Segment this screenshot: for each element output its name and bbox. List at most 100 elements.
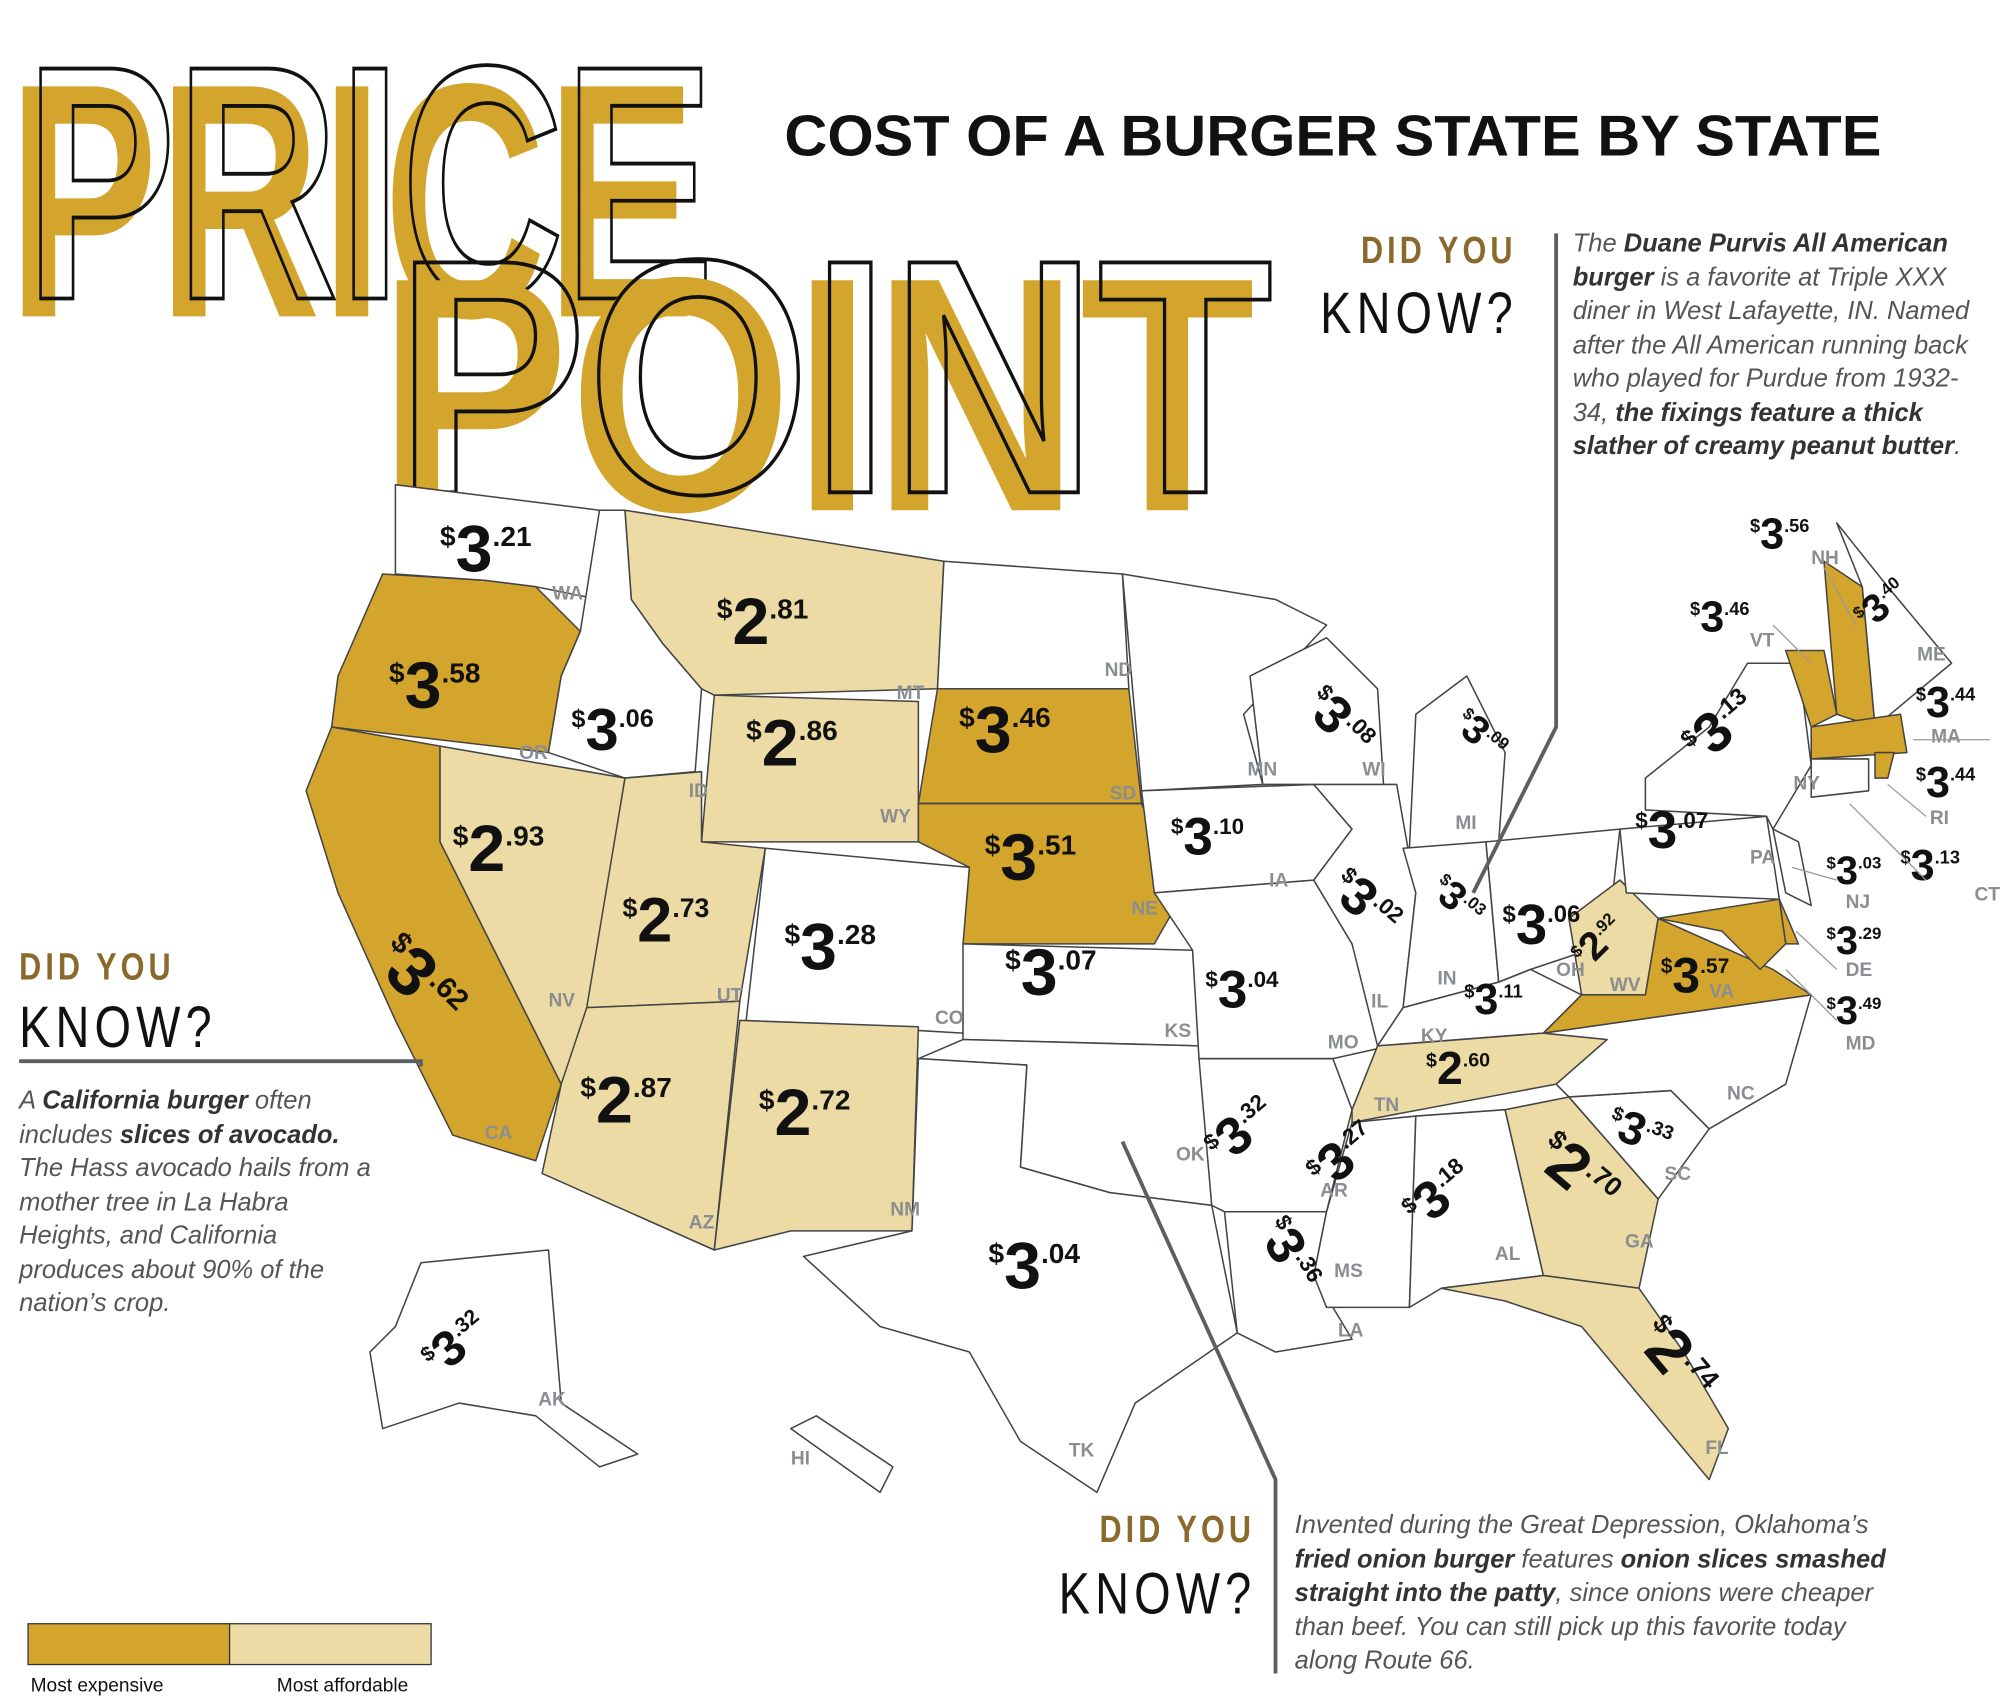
price-part: .21 — [493, 521, 532, 552]
price-part: $ — [571, 705, 585, 733]
state-abbr: KS — [1165, 1021, 1192, 1042]
legend-label: Most expensive — [30, 1674, 164, 1697]
price-part: 3 — [1911, 842, 1935, 890]
price-part: 3 — [1183, 808, 1213, 867]
state-abbr: HI — [791, 1448, 810, 1469]
state-abbr: MN — [1247, 760, 1277, 781]
price-part: .46 — [1724, 598, 1749, 619]
state-price: $3.46 — [959, 694, 1051, 768]
state-abbr: PA — [1750, 848, 1775, 869]
state-price: $3.04 — [1205, 961, 1279, 1020]
price-part: .86 — [799, 715, 838, 746]
state-abbr: AR — [1320, 1180, 1348, 1201]
state-price: $3.10 — [1171, 808, 1244, 867]
price-part: 2 — [468, 812, 505, 886]
price-part: .81 — [769, 594, 808, 625]
state-price: $2.60 — [1426, 1042, 1490, 1094]
state-price: $3.29 — [1827, 919, 1882, 963]
state-abbr: RI — [1930, 808, 1949, 829]
state-price: $3.06 — [1503, 893, 1581, 956]
emphasis: onion slices smashed straight into the p… — [1294, 1545, 1886, 1608]
emphasis: slices of avocado. — [119, 1120, 340, 1149]
state-price: $2.73 — [622, 885, 709, 955]
state-shape — [790, 1415, 894, 1494]
state-abbr: TK — [1069, 1441, 1095, 1462]
price-part: $ — [717, 594, 733, 625]
state-price: $3.44 — [1916, 759, 1976, 807]
price-part: $ — [440, 521, 456, 552]
price-part: $ — [1916, 683, 1926, 704]
state-shape — [1504, 1096, 1659, 1290]
state-abbr: NY — [1793, 774, 1820, 795]
state-price: $2.87 — [580, 1063, 672, 1137]
emphasis: the fixings feature a thick slather of c… — [1572, 398, 1955, 461]
price-part: .04 — [1247, 967, 1279, 992]
price-part: $ — [389, 657, 405, 688]
price-part: .58 — [442, 657, 481, 688]
state-shape — [1810, 713, 1908, 760]
state-price: $3.07 — [1635, 801, 1708, 860]
state-price: $3.57 — [1661, 947, 1730, 1003]
price-part: $ — [622, 893, 637, 923]
text-run: The — [1572, 229, 1624, 258]
price-part: $ — [989, 1238, 1005, 1269]
text-run: is a favorite at Triple XXX diner in Wes… — [1572, 263, 1970, 427]
state-abbr: MT — [897, 683, 925, 704]
state-abbr: OK — [1176, 1145, 1205, 1166]
price-part: 2 — [732, 585, 769, 659]
state-abbr: MA — [1931, 726, 1961, 747]
price-part: $ — [1005, 944, 1021, 975]
state-abbr: OR — [519, 743, 548, 764]
subtitle: COST OF A BURGER STATE BY STATE — [784, 105, 1881, 169]
price-part: 3 — [1218, 961, 1248, 1020]
state-abbr: AZ — [689, 1212, 715, 1233]
callout-line — [1471, 233, 1559, 894]
state-abbr: NV — [548, 990, 575, 1011]
state-abbr: WY — [880, 807, 911, 828]
state-abbr: WV — [1610, 975, 1641, 996]
state-abbr: VA — [1709, 981, 1734, 1002]
price-part: 2 — [1437, 1042, 1463, 1094]
state-price: $3.46 — [1690, 593, 1749, 641]
price-part: $ — [1464, 980, 1474, 1001]
price-part: 3 — [405, 649, 442, 723]
state-price: $3.21 — [440, 512, 531, 586]
title: PRICE PRICE POINT POINT — [8, 0, 1275, 581]
price-part: .46 — [1012, 702, 1051, 733]
callout-heading: KNOW? — [1058, 1559, 1257, 1627]
price-part: .72 — [811, 1085, 850, 1116]
legend-swatch — [228, 1623, 432, 1666]
state-shape — [1542, 994, 1812, 1130]
state-price: $2.72 — [759, 1076, 850, 1150]
emphasis: Duane Purvis All American burger — [1572, 229, 1948, 292]
price-part: $ — [453, 821, 469, 852]
leader-line — [1823, 567, 1857, 626]
price-part: $ — [1426, 1049, 1437, 1071]
state-price: $3.49 — [1827, 989, 1882, 1033]
price-part: $ — [1901, 847, 1911, 868]
price-part: $ — [1916, 764, 1926, 785]
price-part: 3 — [1926, 679, 1950, 727]
state-shape — [1408, 675, 1506, 849]
price-part: 2 — [596, 1063, 633, 1137]
state-price: $3.03 — [1827, 849, 1882, 893]
price-part: $ — [1690, 598, 1700, 619]
price-part: $ — [959, 702, 975, 733]
state-abbr: LA — [1338, 1321, 1364, 1342]
state-abbr: DE — [1846, 960, 1873, 981]
price-part: 3 — [1474, 976, 1498, 1024]
state-shape — [1810, 758, 1870, 798]
text-run: features — [1514, 1545, 1621, 1574]
state-abbr: MO — [1328, 1032, 1359, 1053]
state-price: $2.93 — [453, 812, 545, 886]
price-part: 3 — [1700, 593, 1724, 641]
callout-text: Invented during the Great Depression, Ok… — [1295, 1509, 1894, 1678]
callout-text: A California burger often includes slice… — [19, 1084, 383, 1321]
price-part: .07 — [1058, 944, 1097, 975]
price-part: .03 — [1858, 854, 1881, 873]
state-shape — [1657, 898, 1787, 971]
price-part: .44 — [1950, 683, 1976, 704]
state-abbr: NC — [1727, 1083, 1755, 1104]
price-part: 3 — [1836, 849, 1858, 893]
price-part: $ — [1750, 515, 1760, 536]
